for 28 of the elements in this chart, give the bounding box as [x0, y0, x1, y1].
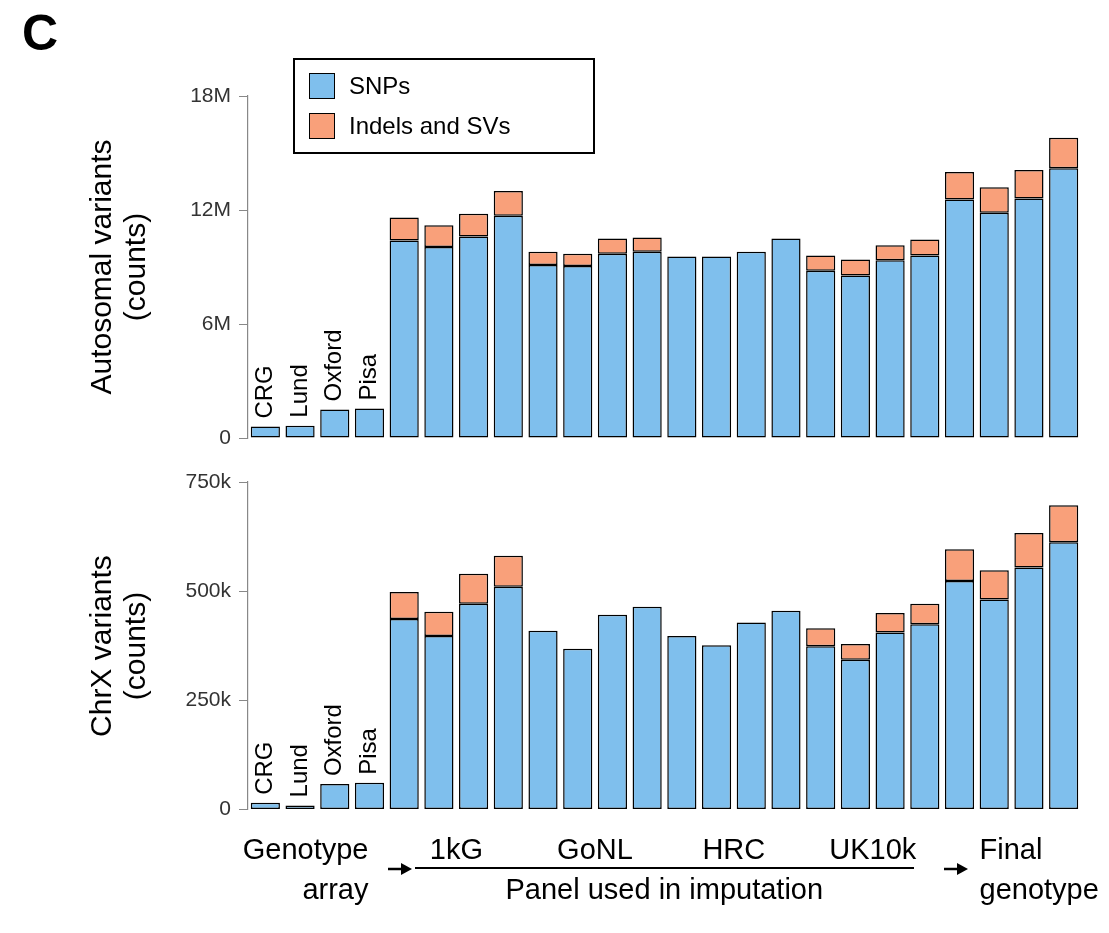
- text: Final genotype: [979, 832, 1100, 908]
- text: Panel used in imputation: [505, 872, 824, 908]
- y-tick-label: 6M: [201, 310, 231, 334]
- text: GoNL: [557, 832, 633, 868]
- y-tick-label: 18M: [190, 82, 231, 106]
- y-tick-label: 750k: [185, 468, 232, 492]
- text: Genotype array: [241, 832, 369, 908]
- y-tick-label: 500k: [185, 577, 232, 601]
- x-tick-label: Pisa: [354, 727, 382, 775]
- y-tick-label: 0: [219, 796, 231, 820]
- y-axis-title: Autosomal variants (counts): [84, 138, 152, 397]
- text: 1kG: [429, 832, 483, 868]
- y-tick-label: 12M: [190, 196, 231, 220]
- x-tick-label: Pisa: [354, 353, 382, 401]
- text: UK10k: [829, 832, 917, 868]
- y-axis-title: ChrX variants (counts): [84, 553, 152, 739]
- x-tick-label: Lund: [284, 744, 312, 798]
- x-tick-label: Oxford: [319, 704, 347, 777]
- x-tick-label: CRG: [249, 365, 277, 419]
- text: HRC: [702, 832, 766, 868]
- legend-label: SNPs: [349, 72, 411, 100]
- y-tick-label: 0: [219, 424, 231, 448]
- y-tick-label: 250k: [185, 687, 232, 711]
- legend-label: Indels and SVs: [349, 112, 511, 140]
- text: C: [22, 4, 59, 62]
- x-tick-label: CRG: [249, 741, 277, 795]
- x-tick-label: Oxford: [319, 329, 347, 402]
- x-tick-label: Lund: [284, 364, 312, 418]
